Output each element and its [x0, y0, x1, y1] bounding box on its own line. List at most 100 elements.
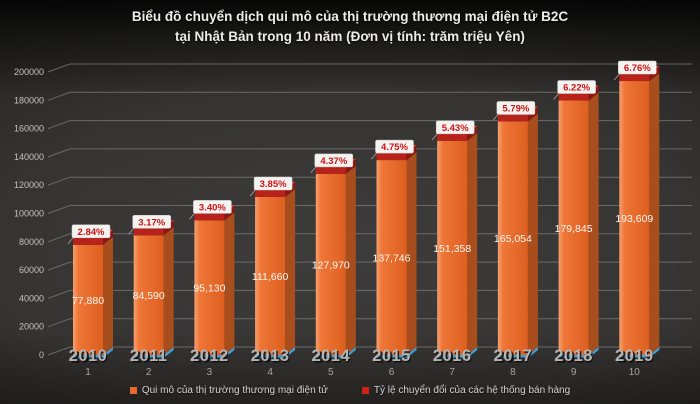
bar-front-face [315, 173, 346, 355]
bar-value-label: 137,746 [373, 253, 411, 265]
bar-front-face [73, 244, 103, 355]
y-tick-label: 60000 [19, 265, 44, 275]
badge-connector-line [553, 93, 559, 100]
chart-legend: Qui mô của thị trường thương mại điện tử… [0, 385, 700, 396]
badge-connector-line [613, 73, 620, 81]
legend-swatch-orange-icon [129, 387, 137, 394]
bar-base-blue [467, 347, 478, 358]
bar-value-label: 127,970 [312, 259, 350, 271]
y-tick-label: 40000 [19, 293, 44, 303]
badge-connector-line [371, 152, 377, 160]
bar-base-blue-front [255, 355, 286, 358]
bar-base-blue-front [619, 355, 650, 358]
bar-value-label: 84,590 [133, 290, 165, 302]
percentage-badge [193, 200, 232, 214]
bar-base-blue [649, 347, 660, 358]
year-label: 2019 [615, 347, 654, 365]
cap-front-face [619, 74, 650, 82]
y-tick-label: 200000 [14, 67, 44, 77]
percentage-badge-label: 4.37% [320, 156, 347, 167]
bar-value-label: 193,609 [615, 213, 653, 225]
category-index-label: 4 [267, 367, 273, 378]
percentage-badge [375, 139, 414, 154]
bar-side-face [285, 189, 296, 355]
bar-base-blue-front [73, 355, 103, 358]
grid-line [47, 205, 692, 214]
year-label: 2017 [494, 347, 533, 365]
cap-front-face [437, 133, 468, 141]
bar-front-face [194, 220, 225, 355]
grid-line [47, 91, 692, 101]
percentage-badge [314, 153, 354, 168]
legend-swatch-red-icon [361, 387, 369, 394]
grid-line [47, 289, 692, 299]
bar-base-blue [527, 347, 538, 358]
bar-side-face [163, 227, 174, 355]
bar-base-blue-front [315, 355, 346, 358]
category-index-label: 8 [510, 367, 516, 378]
percentage-badge-label: 3.40% [199, 202, 226, 213]
year-label-shadow: 2013 [253, 349, 290, 367]
bar-base-blue-front [437, 355, 468, 358]
bar-base-blue [345, 347, 356, 358]
bar-front-face [558, 100, 589, 356]
bar-side-face [527, 113, 538, 355]
grid-line [47, 120, 692, 130]
cap-front-face [194, 213, 225, 221]
bar-front-face [437, 140, 468, 355]
year-label: 2012 [190, 347, 229, 365]
grid-line [47, 318, 692, 328]
percentage-badge-label: 6.76% [624, 63, 651, 74]
bar-base-blue-front [558, 355, 589, 358]
grid-line [47, 346, 692, 356]
year-label-shadow: 2018 [557, 349, 594, 367]
badge-connector-line [492, 114, 499, 121]
bar-front-face [255, 197, 286, 355]
y-tick-label: 0 [39, 350, 44, 360]
grid-line [47, 63, 692, 73]
year-label: 2013 [251, 347, 290, 365]
bar-base-blue-front [497, 355, 528, 358]
bar-side-face [345, 165, 356, 355]
bar-base-blue [285, 347, 296, 358]
grid-line [47, 261, 692, 271]
year-label: 2011 [130, 347, 168, 365]
legend-item-conversion-rate: Tỷ lệ chuyển đổi của các hệ thống bán hà… [361, 385, 570, 396]
y-tick-label: 120000 [14, 180, 44, 190]
percentage-badge [435, 120, 475, 135]
grid-line [47, 148, 692, 158]
bar-side-face [103, 236, 113, 355]
percentage-badge [132, 215, 171, 229]
cap-front-face [376, 153, 407, 161]
y-tick-label: 80000 [19, 237, 44, 247]
bar-front-face [133, 235, 164, 355]
grid-line [47, 233, 692, 243]
legend-item-market-size: Qui mô của thị trường thương mại điện tử [129, 385, 328, 396]
year-label: 2015 [372, 347, 411, 365]
bar-front-face [497, 121, 528, 355]
category-index-label: 1 [85, 367, 91, 378]
bar-value-label: 165,054 [494, 233, 532, 245]
badge-connector-line [189, 213, 195, 220]
grid-line [47, 176, 692, 186]
bar-base-blue-front [194, 355, 225, 358]
percentage-badge [71, 224, 111, 239]
bar-base-blue-front [376, 355, 407, 358]
category-index-label: 10 [629, 367, 641, 378]
cap-front-face [255, 190, 286, 198]
bar-front-face [619, 81, 650, 355]
percentage-badge-label: 4.75% [381, 142, 408, 153]
category-index-label: 2 [146, 367, 152, 378]
year-label: 2010 [69, 347, 108, 365]
bar-side-face [467, 132, 478, 355]
bar-base-blue-front [133, 355, 164, 358]
cap-front-face [73, 237, 103, 245]
chart-title-line2: tại Nhật Bản trong 10 năm (Đơn vị tính: … [175, 29, 525, 44]
bar-base-blue [406, 347, 417, 358]
year-label: 2014 [311, 347, 350, 365]
bar-base-blue [163, 347, 174, 358]
